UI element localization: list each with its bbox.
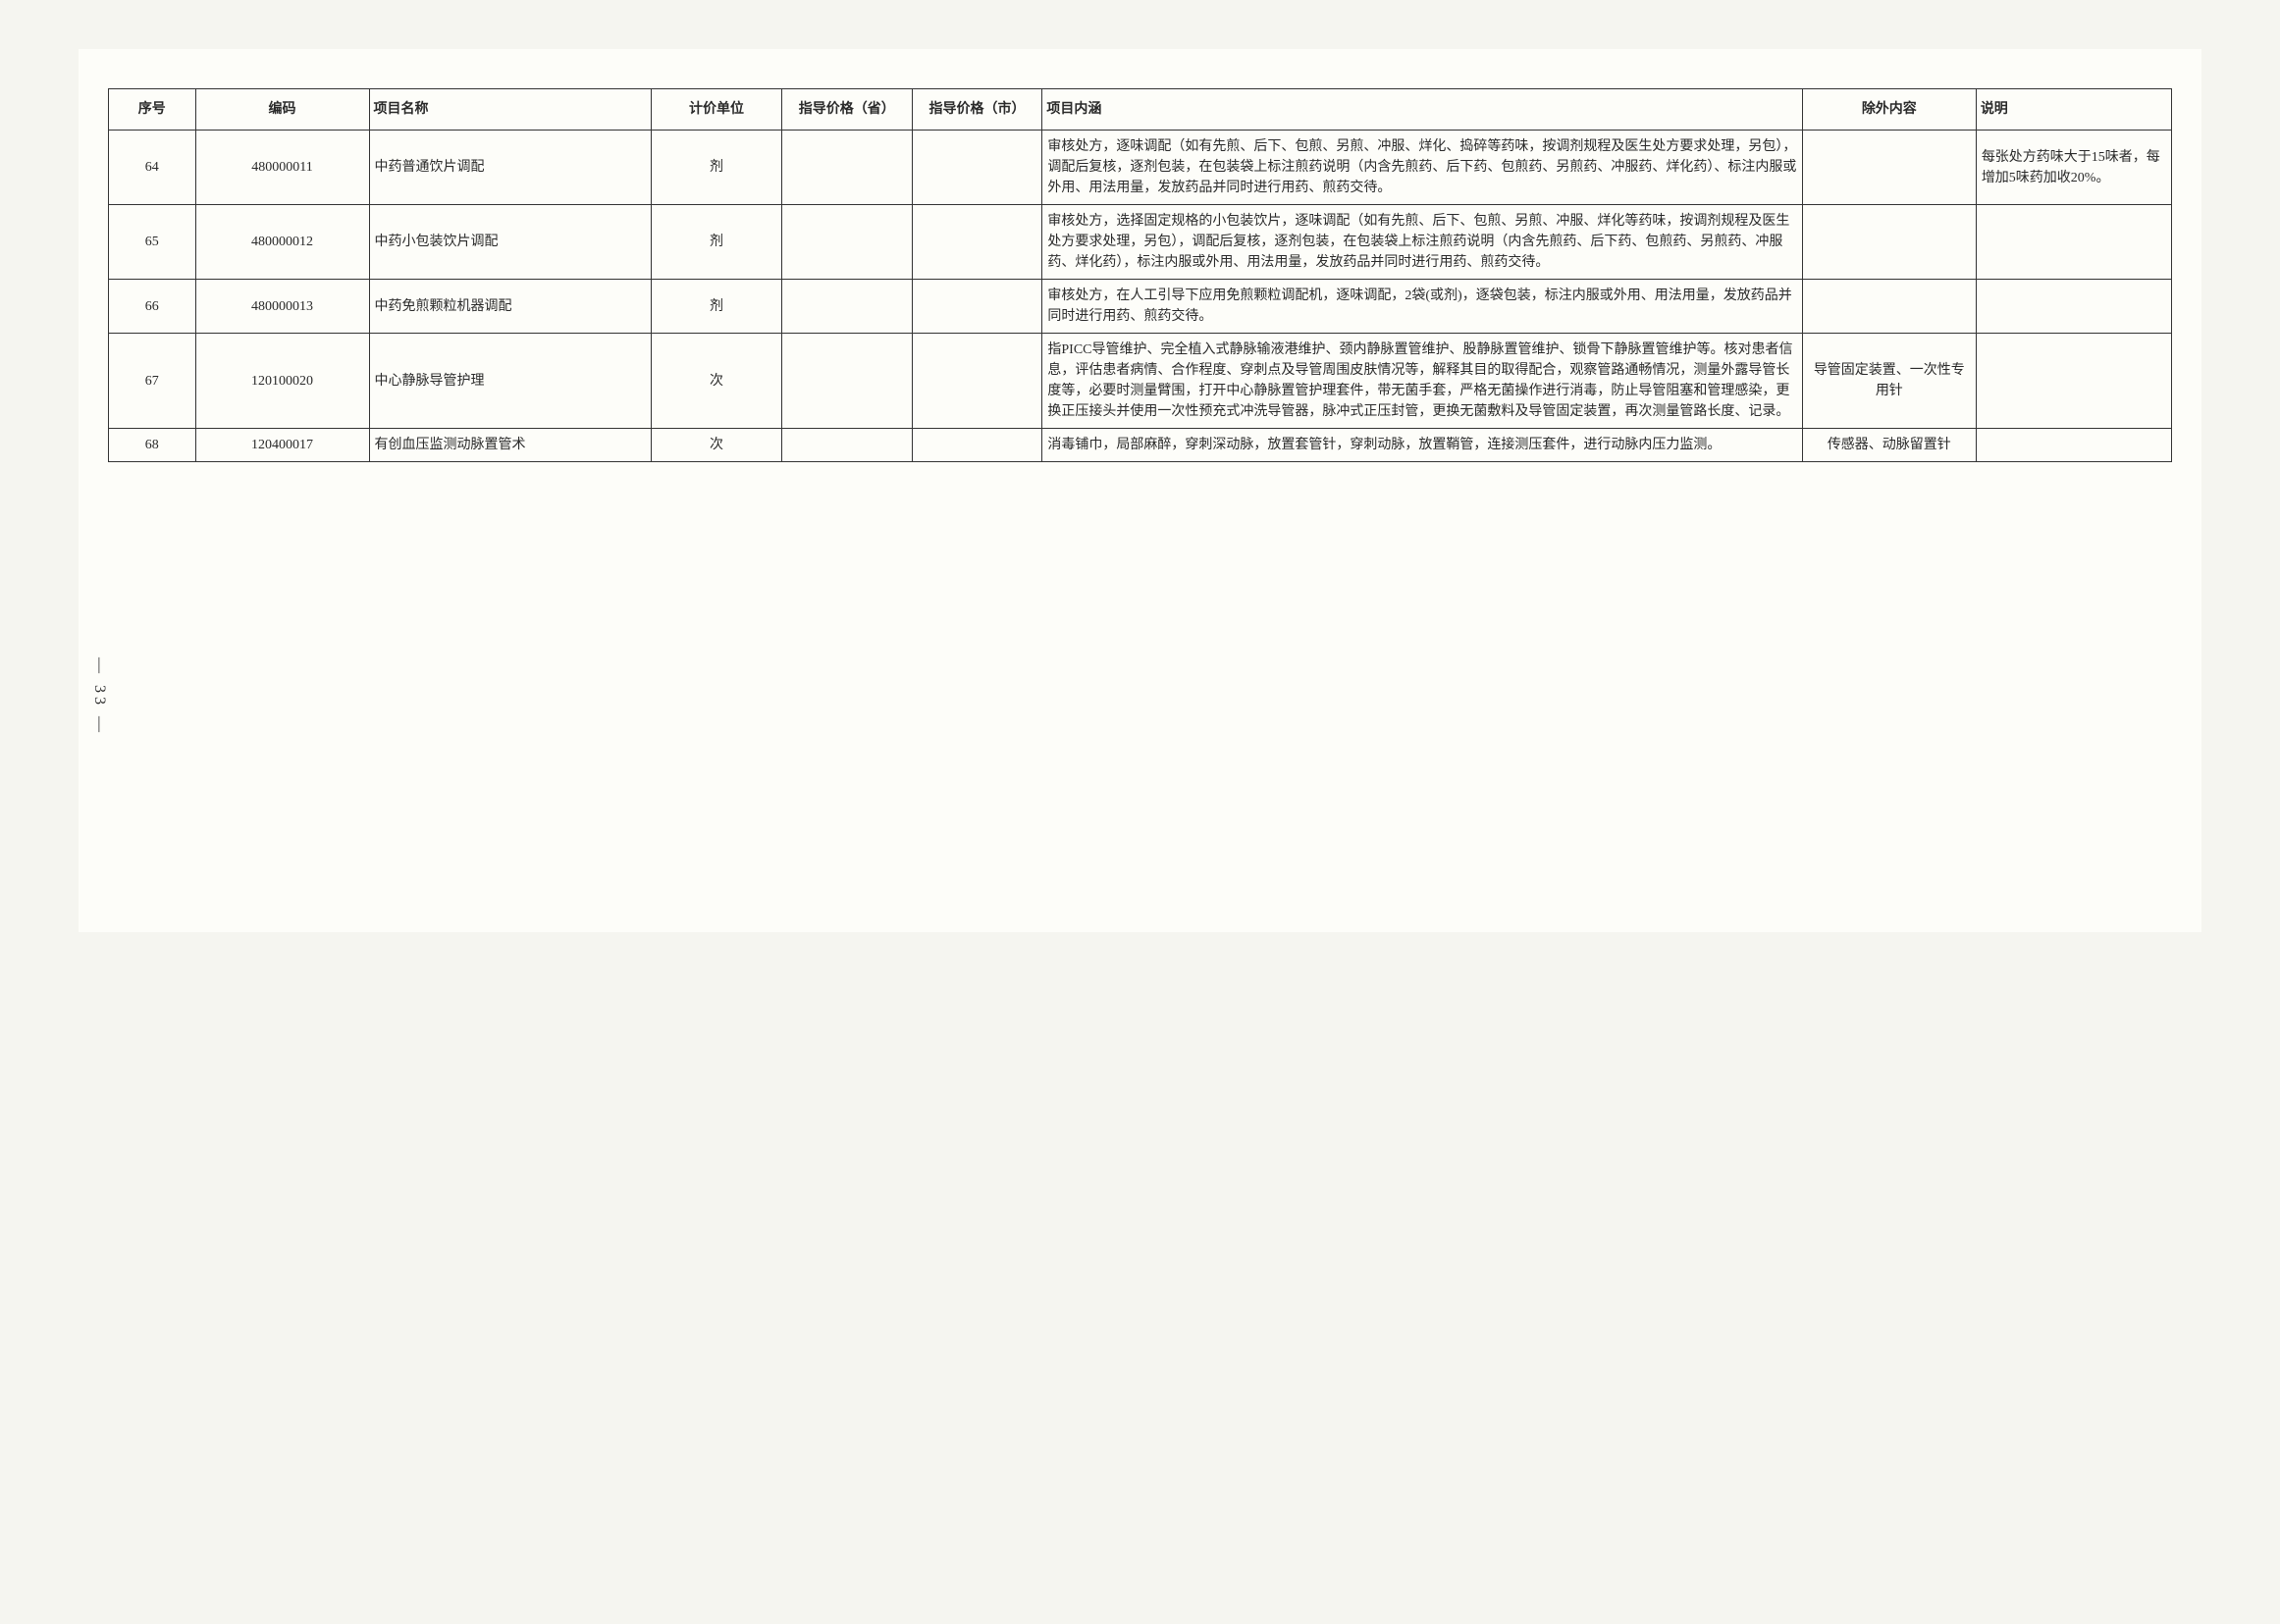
header-price-city: 指导价格（市）: [912, 89, 1042, 131]
cell-price_city: [912, 429, 1042, 462]
cell-exclude: [1802, 205, 1976, 280]
pricing-table: 序号 编码 项目名称 计价单位 指导价格（省） 指导价格（市） 项目内涵 除外内…: [108, 88, 2172, 462]
cell-price_province: [781, 429, 912, 462]
header-name: 项目名称: [369, 89, 652, 131]
cell-unit: 剂: [652, 280, 782, 334]
cell-exclude: 传感器、动脉留置针: [1802, 429, 1976, 462]
cell-price_province: [781, 205, 912, 280]
cell-exclude: [1802, 131, 1976, 205]
cell-seq: 67: [109, 334, 196, 429]
cell-content: 审核处方，逐味调配（如有先煎、后下、包煎、另煎、冲服、烊化、捣碎等药味，按调剂规…: [1042, 131, 1802, 205]
header-content: 项目内涵: [1042, 89, 1802, 131]
cell-name: 中心静脉导管护理: [369, 334, 652, 429]
page-number: — 33 —: [90, 657, 108, 736]
cell-remark: 每张处方药味大于15味者，每增加5味药加收20%。: [1976, 131, 2171, 205]
cell-exclude: 导管固定装置、一次性专用针: [1802, 334, 1976, 429]
table-row: 65480000012中药小包装饮片调配剂 审核处方，选择固定规格的小包装饮片，逐…: [109, 205, 2172, 280]
cell-seq: 66: [109, 280, 196, 334]
table-row: 66480000013中药免煎颗粒机器调配剂 审核处方，在人工引导下应用免煎颗粒调…: [109, 280, 2172, 334]
cell-exclude: [1802, 280, 1976, 334]
document-page: 序号 编码 项目名称 计价单位 指导价格（省） 指导价格（市） 项目内涵 除外内…: [79, 49, 2201, 932]
header-price-province: 指导价格（省）: [781, 89, 912, 131]
cell-remark: [1976, 334, 2171, 429]
cell-price_city: [912, 131, 1042, 205]
cell-remark: [1976, 205, 2171, 280]
cell-seq: 65: [109, 205, 196, 280]
table-row: 68120400017有创血压监测动脉置管术次 消毒铺巾，局部麻醉，穿刺深动脉，放…: [109, 429, 2172, 462]
header-exclude: 除外内容: [1802, 89, 1976, 131]
cell-code: 120400017: [195, 429, 369, 462]
cell-unit: 剂: [652, 205, 782, 280]
cell-price_province: [781, 131, 912, 205]
cell-unit: 次: [652, 334, 782, 429]
cell-code: 480000012: [195, 205, 369, 280]
cell-price_city: [912, 334, 1042, 429]
cell-code: 480000013: [195, 280, 369, 334]
table-row: 64480000011中药普通饮片调配剂 审核处方，逐味调配（如有先煎、后下、包煎…: [109, 131, 2172, 205]
cell-name: 中药小包装饮片调配: [369, 205, 652, 280]
header-remark: 说明: [1976, 89, 2171, 131]
cell-content: 消毒铺巾，局部麻醉，穿刺深动脉，放置套管针，穿刺动脉，放置鞘管，连接测压套件，进…: [1042, 429, 1802, 462]
cell-price_province: [781, 280, 912, 334]
cell-price_city: [912, 280, 1042, 334]
cell-code: 120100020: [195, 334, 369, 429]
header-unit: 计价单位: [652, 89, 782, 131]
cell-price_city: [912, 205, 1042, 280]
cell-seq: 64: [109, 131, 196, 205]
cell-unit: 剂: [652, 131, 782, 205]
cell-remark: [1976, 429, 2171, 462]
cell-price_province: [781, 334, 912, 429]
cell-name: 中药免煎颗粒机器调配: [369, 280, 652, 334]
cell-name: 有创血压监测动脉置管术: [369, 429, 652, 462]
cell-content: 审核处方，选择固定规格的小包装饮片，逐味调配（如有先煎、后下、包煎、另煎、冲服、…: [1042, 205, 1802, 280]
cell-unit: 次: [652, 429, 782, 462]
cell-content: 指PICC导管维护、完全植入式静脉输液港维护、颈内静脉置管维护、股静脉置管维护、…: [1042, 334, 1802, 429]
cell-code: 480000011: [195, 131, 369, 205]
cell-remark: [1976, 280, 2171, 334]
table-body: 64480000011中药普通饮片调配剂审核处方，逐味调配（如有先煎、后下、包煎…: [109, 131, 2172, 462]
header-seq: 序号: [109, 89, 196, 131]
header-code: 编码: [195, 89, 369, 131]
cell-seq: 68: [109, 429, 196, 462]
table-header-row: 序号 编码 项目名称 计价单位 指导价格（省） 指导价格（市） 项目内涵 除外内…: [109, 89, 2172, 131]
cell-name: 中药普通饮片调配: [369, 131, 652, 205]
cell-content: 审核处方，在人工引导下应用免煎颗粒调配机，逐味调配，2袋(或剂)，逐袋包装，标注…: [1042, 280, 1802, 334]
table-row: 67120100020中心静脉导管护理次 指PICC导管维护、完全植入式静脉输液港…: [109, 334, 2172, 429]
